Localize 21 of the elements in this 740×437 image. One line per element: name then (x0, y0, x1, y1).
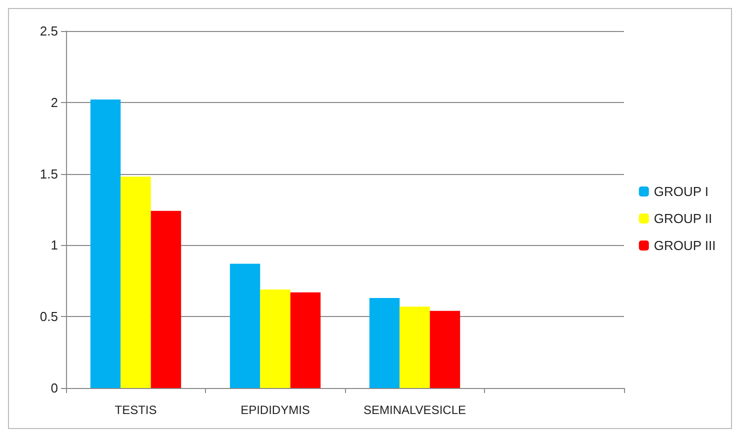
x-tick-label: TESTIS (114, 403, 157, 417)
bar (150, 210, 182, 388)
legend-label: GROUP I (654, 184, 709, 199)
bar (430, 310, 460, 388)
bar (400, 306, 430, 388)
y-tick-label: 1.5 (40, 166, 58, 182)
x-tick-label: SEMINALVESICLE (364, 403, 466, 417)
bar (369, 298, 400, 388)
bar (90, 100, 121, 388)
y-tick-label: 1 (50, 238, 58, 253)
bar (260, 289, 290, 388)
legend-label: GROUP II (654, 211, 712, 226)
bar (120, 176, 151, 388)
y-tick-label: 0.5 (40, 309, 58, 324)
x-tick-label: EPIDIDYMIS (240, 403, 310, 417)
legend-label: GROUP III (654, 238, 716, 253)
y-tick-label: 2 (50, 94, 58, 110)
bar (230, 264, 260, 388)
bar (290, 292, 321, 388)
y-tick-label: 2.5 (40, 24, 58, 38)
y-tick-label: 0 (50, 380, 58, 396)
